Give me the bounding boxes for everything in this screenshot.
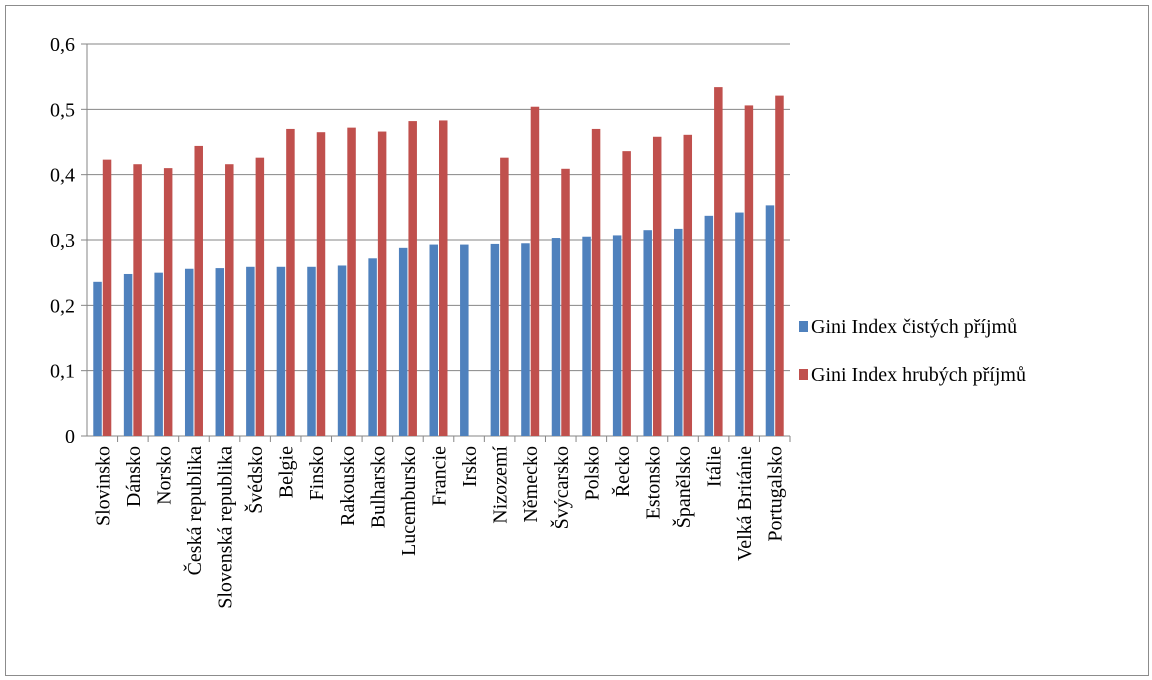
- bar: [368, 258, 377, 436]
- x-tick-label: Portugalsko: [765, 446, 787, 542]
- bar: [551, 238, 561, 436]
- y-tick-label: 0,3: [50, 230, 75, 252]
- bar: [683, 134, 693, 436]
- x-tick-label: Švédsko: [243, 446, 267, 514]
- bar: [194, 145, 203, 437]
- legend: Gini Index čistých příjmů Gini Index hrub…: [799, 316, 1026, 386]
- bar: [674, 228, 683, 436]
- bar: [93, 281, 102, 436]
- bar: [398, 247, 408, 436]
- x-tick-labels: Slovinsko Dánsko Norsko Česká republika Slov…: [92, 446, 786, 609]
- x-tick-label: Finsko: [306, 446, 328, 500]
- bar: [490, 243, 500, 436]
- legend-swatch: [799, 321, 808, 332]
- bar: [622, 151, 631, 436]
- bar: [775, 95, 784, 436]
- y-tick-label: 0,5: [50, 99, 75, 121]
- bars: [93, 87, 784, 437]
- bar: [377, 131, 387, 436]
- y-tick-label: 0,4: [50, 165, 75, 187]
- bar: [714, 87, 723, 437]
- x-tick-label: Velká Británie: [734, 446, 756, 561]
- bar: [704, 215, 714, 436]
- bar: [735, 212, 744, 436]
- x-tick-label: Řecko: [611, 446, 634, 497]
- axes: [81, 43, 791, 442]
- bar: [246, 266, 255, 436]
- legend-label: Gini Index čistých příjmů: [811, 316, 1017, 338]
- bar: [612, 235, 622, 436]
- x-tick-label: Česká republika: [182, 446, 206, 576]
- bar: [225, 164, 234, 437]
- bar: [521, 243, 530, 436]
- bar: [307, 266, 316, 436]
- y-tick-label: 0,2: [50, 295, 75, 317]
- y-tick-label: 0,1: [50, 361, 75, 383]
- bar: [460, 244, 469, 436]
- bar: [184, 268, 194, 436]
- bar: [123, 273, 133, 436]
- x-tick-label: Lucembursko: [398, 446, 420, 556]
- bar: [286, 128, 295, 436]
- x-tick-label: Slovinsko: [92, 446, 114, 526]
- bar: [744, 105, 754, 436]
- bar: [652, 136, 662, 437]
- bar: [163, 168, 173, 436]
- bar: [530, 106, 540, 436]
- y-tick-labels: 0 0,1 0,2 0,3 0,4 0,5 0,6: [50, 34, 75, 448]
- bar: [316, 132, 326, 436]
- bar: [215, 268, 225, 436]
- bar: [561, 168, 570, 436]
- bar: [429, 244, 438, 436]
- bar: [643, 230, 652, 436]
- x-tick-label: Norsko: [153, 446, 175, 505]
- x-tick-label: Bulharsko: [367, 446, 389, 528]
- x-tick-label: Slovenská republika: [215, 446, 237, 609]
- x-tick-label: Švýcarsko: [549, 446, 573, 529]
- x-tick-label: Estonsko: [642, 446, 664, 519]
- x-tick-label: Itálie: [704, 446, 726, 487]
- bar: [582, 236, 591, 436]
- legend-label: Gini Index hrubých příjmů: [811, 364, 1026, 386]
- bar: [765, 205, 775, 436]
- bar: [276, 266, 286, 436]
- x-tick-label: Nizozemí: [490, 446, 512, 524]
- bar: [255, 157, 265, 436]
- x-tick-label: Irsko: [459, 446, 481, 487]
- x-tick-label: Polsko: [581, 446, 603, 500]
- bar: [591, 128, 601, 436]
- bar: [337, 265, 347, 436]
- gridlines: [87, 43, 790, 372]
- bar: [439, 120, 448, 436]
- x-tick-label: Dánsko: [123, 446, 145, 507]
- legend-swatch: [799, 369, 808, 380]
- bar: [133, 164, 142, 437]
- x-tick-label: Španělsko: [671, 446, 695, 528]
- x-tick-label: Francie: [429, 446, 451, 506]
- y-tick-label: 0: [65, 426, 75, 448]
- bar: [347, 127, 356, 437]
- x-tick-label: Belgie: [276, 446, 298, 498]
- bar: [408, 121, 417, 437]
- x-tick-label: Rakousko: [337, 446, 359, 526]
- bar: [102, 159, 112, 436]
- bar: [500, 157, 509, 436]
- x-tick-label: Německo: [520, 446, 542, 523]
- bar: [154, 272, 163, 436]
- y-tick-label: 0,6: [50, 34, 75, 56]
